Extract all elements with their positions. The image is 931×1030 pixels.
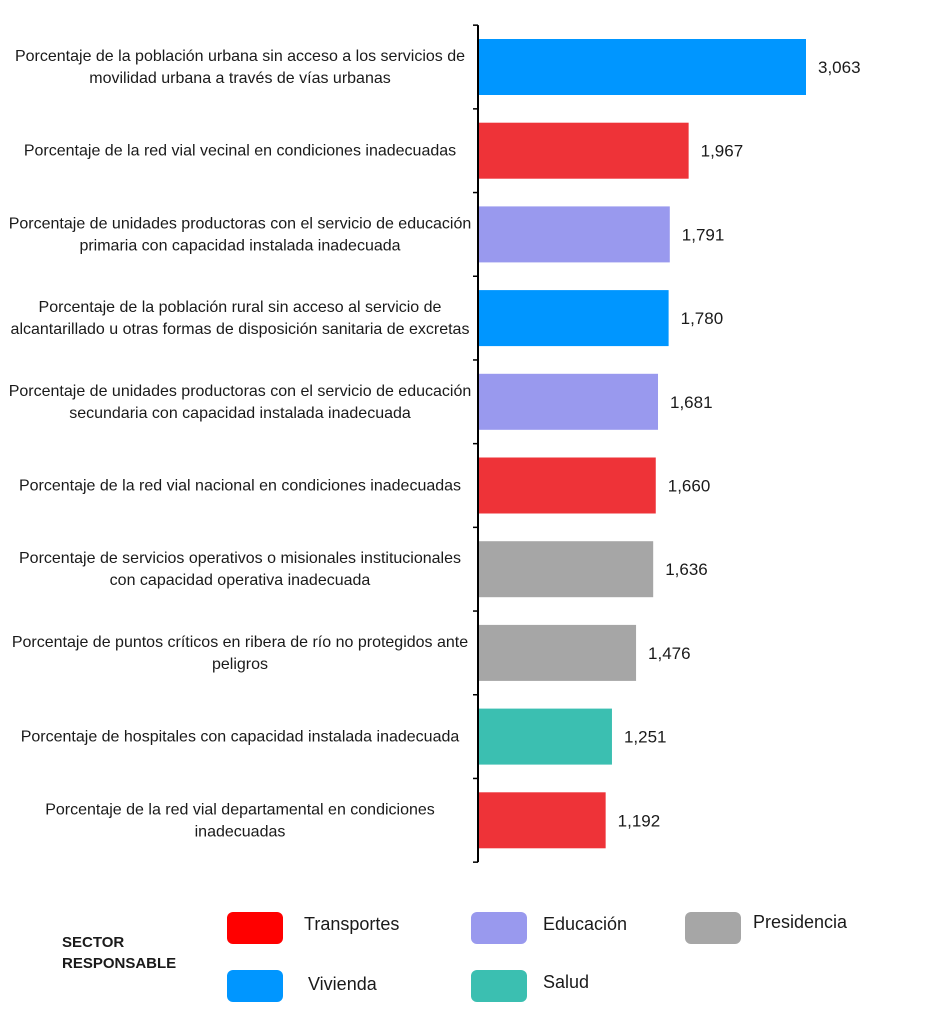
- category-label-2: Porcentaje de la red vial vecinal en con…: [24, 143, 456, 160]
- bar-2: [478, 122, 689, 179]
- category-label-4-line-2: alcantarillado u otras formas de disposi…: [11, 321, 470, 338]
- category-label-5-line-2: secundaria con capacidad instalada inade…: [69, 405, 411, 422]
- category-label-1: Porcentaje de la población urbana sin ac…: [15, 48, 465, 87]
- bar-8: [478, 624, 637, 681]
- category-label-9: Porcentaje de hospitales con capacidad i…: [21, 729, 460, 746]
- category-label-6-line-1: Porcentaje de la red vial nacional en co…: [19, 478, 461, 495]
- y-axis: [473, 24, 479, 863]
- category-label-8: Porcentaje de puntos críticos en ribera …: [12, 634, 468, 673]
- bars-group: [478, 39, 806, 849]
- legend-label-salud: Salud: [543, 972, 590, 992]
- legend-label-transportes: Transportes: [304, 914, 400, 934]
- legend-label-educacion: Educación: [543, 914, 628, 934]
- category-label-4-line-1: Porcentaje de la población rural sin acc…: [39, 299, 442, 316]
- category-label-5: Porcentaje de unidades productoras con e…: [9, 383, 472, 422]
- value-label-2: 1,967: [701, 142, 744, 161]
- legend-swatch-educacion: [471, 912, 527, 944]
- value-label-3: 1,791: [682, 225, 725, 244]
- category-label-10-line-2: inadecuadas: [195, 823, 286, 840]
- category-label-8-line-2: peligros: [212, 656, 268, 673]
- bar-10: [478, 792, 606, 849]
- legend-swatch-presidencia: [685, 912, 741, 944]
- value-label-7: 1,636: [665, 560, 708, 579]
- bar-4: [478, 290, 669, 347]
- category-label-6: Porcentaje de la red vial nacional en co…: [19, 478, 461, 495]
- legend-swatch-salud: [471, 970, 527, 1002]
- legend-label-presidencia: Presidencia: [753, 912, 848, 932]
- value-label-8: 1,476: [648, 644, 691, 663]
- legend-swatch-transportes: [227, 912, 283, 944]
- category-label-5-line-1: Porcentaje de unidades productoras con e…: [9, 383, 472, 400]
- category-label-7-line-2: con capacidad operativa inadecuada: [110, 572, 371, 589]
- category-label-3: Porcentaje de unidades productoras con e…: [9, 215, 472, 254]
- bar-3: [478, 206, 670, 263]
- category-label-8-line-1: Porcentaje de puntos críticos en ribera …: [12, 634, 468, 651]
- value-label-1: 3,063: [818, 58, 861, 77]
- bar-9: [478, 708, 612, 765]
- category-label-1-line-2: movilidad urbana a través de vías urbana…: [89, 70, 391, 87]
- category-label-7-line-1: Porcentaje de servicios operativos o mis…: [19, 550, 461, 567]
- value-label-4: 1,780: [681, 309, 724, 328]
- legend-label-vivienda: Vivienda: [308, 974, 377, 994]
- bar-chart: Porcentaje de la población urbana sin ac…: [9, 24, 861, 863]
- legend-swatch-vivienda: [227, 970, 283, 1002]
- category-label-7: Porcentaje de servicios operativos o mis…: [19, 550, 461, 589]
- legend-title-line-2: RESPONSABLE: [62, 955, 177, 972]
- bar-5: [478, 373, 659, 430]
- category-label-2-line-1: Porcentaje de la red vial vecinal en con…: [24, 143, 456, 160]
- value-label-10: 1,192: [618, 811, 661, 830]
- category-labels: Porcentaje de la población urbana sin ac…: [9, 48, 472, 840]
- category-label-3-line-1: Porcentaje de unidades productoras con e…: [9, 215, 472, 232]
- bar-1: [478, 39, 806, 95]
- category-label-9-line-1: Porcentaje de hospitales con capacidad i…: [21, 729, 460, 746]
- legend-title: SECTOR RESPONSABLE: [62, 932, 222, 974]
- value-label-5: 1,681: [670, 393, 713, 412]
- category-label-10: Porcentaje de la red vial departamental …: [45, 801, 435, 840]
- bar-7: [478, 541, 654, 598]
- value-label-6: 1,660: [668, 477, 711, 496]
- legend-title-line-1: SECTOR: [62, 934, 125, 951]
- value-labels: 3,063 1,967 1,791 1,780 1,681 1,660 1,636 1,476…: [618, 58, 861, 830]
- bar-6: [478, 457, 656, 514]
- category-label-4: Porcentaje de la población rural sin acc…: [11, 299, 470, 338]
- value-label-9: 1,251: [624, 728, 667, 747]
- category-label-10-line-1: Porcentaje de la red vial departamental …: [45, 801, 435, 818]
- category-label-1-line-1: Porcentaje de la población urbana sin ac…: [15, 48, 465, 65]
- category-label-3-line-2: primaria con capacidad instalada inadecu…: [79, 237, 400, 254]
